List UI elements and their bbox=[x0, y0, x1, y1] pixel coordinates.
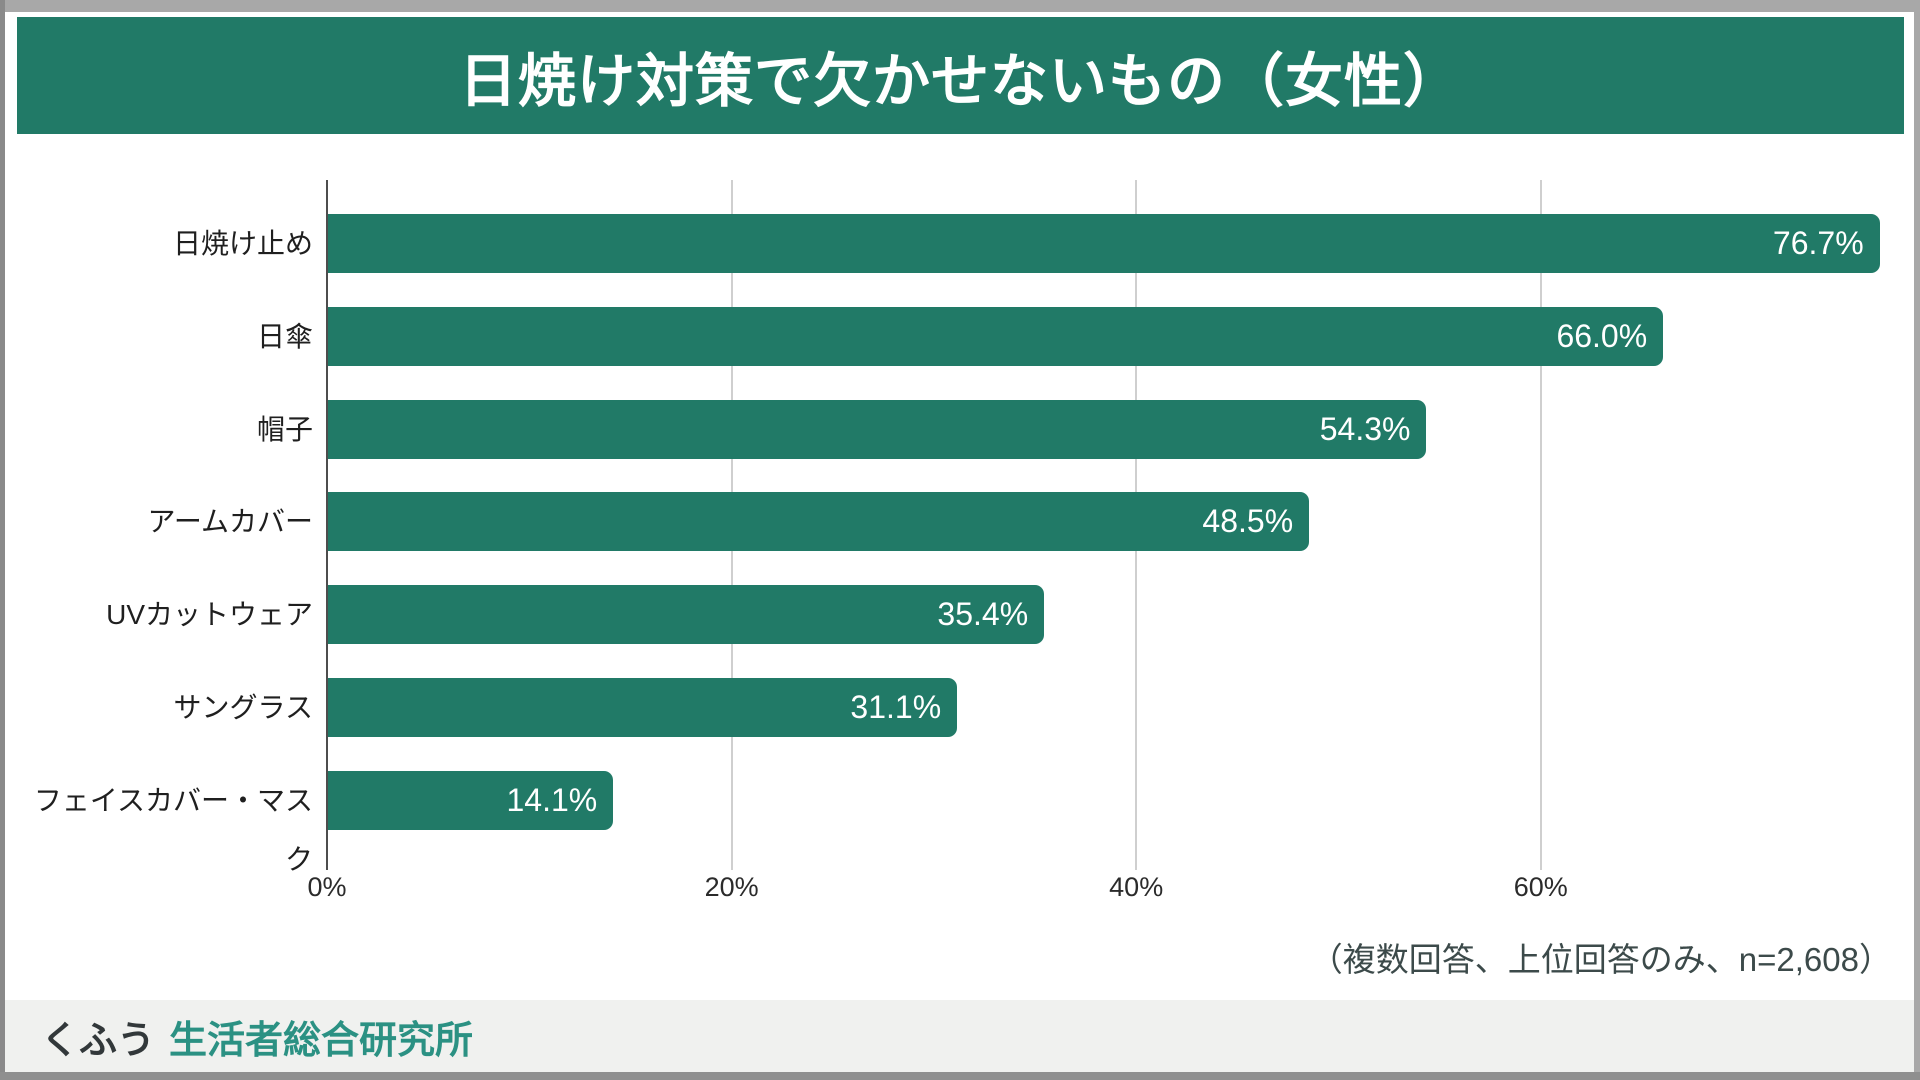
footer-bar: くふう 生活者総合研究所 bbox=[5, 1000, 1914, 1072]
value-label: 76.7% bbox=[1772, 225, 1864, 261]
chart-bar: 76.7% bbox=[328, 214, 1880, 273]
window-frame-bottom bbox=[0, 1072, 1920, 1080]
window-frame-left bbox=[0, 0, 5, 1080]
category-label: サングラス bbox=[173, 692, 313, 723]
window-frame-right bbox=[1914, 0, 1920, 1080]
window-frame-top bbox=[0, 0, 1920, 12]
value-label: 31.1% bbox=[850, 689, 942, 725]
value-label: 66.0% bbox=[1556, 317, 1648, 354]
brand-research-institute: 生活者総合研究所 bbox=[169, 1019, 474, 1062]
category-label: 日傘 bbox=[256, 320, 313, 352]
title-banner: 日焼け対策で欠かせないもの（女性） bbox=[17, 17, 1904, 134]
chart-bar: 14.1% bbox=[328, 770, 614, 830]
value-label: 54.3% bbox=[1319, 410, 1411, 447]
chart-bar: 35.4% bbox=[328, 585, 1045, 645]
chart-bar: 54.3% bbox=[328, 399, 1427, 459]
x-tick-label: 60% bbox=[1513, 872, 1568, 902]
value-label: 35.4% bbox=[937, 596, 1029, 633]
y-axis-line bbox=[326, 180, 328, 870]
page-title: 日焼け対策で欠かせないもの（女性） bbox=[458, 48, 1462, 114]
category-label: UVカットウェア bbox=[106, 599, 313, 631]
value-label: 48.5% bbox=[1202, 503, 1294, 540]
category-label: 帽子 bbox=[256, 413, 313, 445]
category-label: アームカバー bbox=[147, 506, 313, 538]
category-label: フェイスカバー・マスク bbox=[33, 784, 313, 875]
brand-kufu: くふう bbox=[41, 1019, 156, 1062]
x-tick-label: 40% bbox=[1109, 872, 1164, 902]
gridline-60% bbox=[1539, 180, 1542, 870]
category-label: 日焼け止め bbox=[172, 228, 313, 259]
chart-bar: 31.1% bbox=[328, 678, 958, 737]
x-tick-label: 20% bbox=[704, 872, 759, 902]
x-tick-label: 0% bbox=[307, 872, 347, 902]
chart-bar: 66.0% bbox=[328, 306, 1664, 366]
value-label: 14.1% bbox=[506, 781, 598, 818]
chart-bar: 48.5% bbox=[328, 492, 1310, 552]
survey-note: （複数回答、上位回答のみ、n=2,608） bbox=[1309, 941, 1892, 978]
